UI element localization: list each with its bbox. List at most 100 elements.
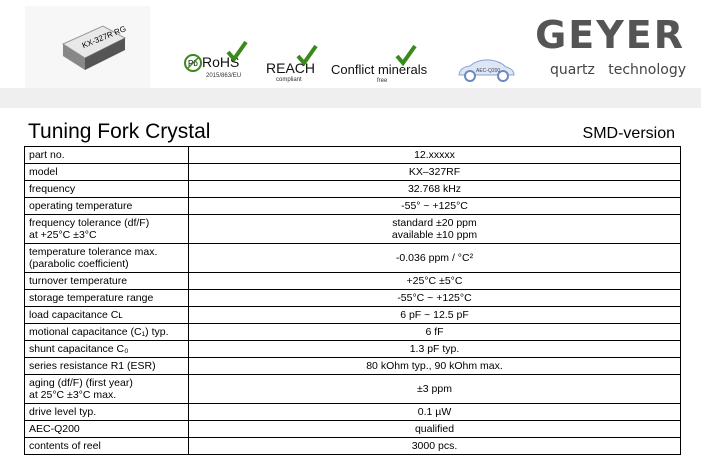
cell-line: drive level typ.: [29, 406, 97, 418]
cell-line: 3000 pcs.: [411, 440, 458, 452]
table-row: frequency 32.768 kHz: [24, 180, 681, 198]
spec-value: KX–327RF: [188, 163, 681, 181]
table-row: motional capacitance (C₁) typ. 6 fF: [24, 323, 681, 341]
cell-line: standard ±20 ppm: [392, 217, 477, 229]
spec-label: part no.: [24, 146, 189, 164]
rohs-badge: Pb RoHS 2015/863/EU: [184, 40, 248, 79]
spec-label: load capacitance Cʟ: [24, 306, 189, 324]
car-icon: AEC-Q200: [458, 59, 515, 82]
reach-badge: REACH compliant: [266, 44, 318, 83]
spec-label: storage temperature range: [24, 289, 189, 307]
table-row: AEC-Q200 qualified: [24, 420, 681, 438]
cell-line: -0.036 ppm / °C²: [395, 252, 474, 264]
cell-line: available ±10 ppm: [391, 229, 478, 241]
cell-line: series resistance R1 (ESR): [29, 360, 156, 372]
spec-value: qualified: [188, 420, 681, 438]
cell-line: at +25°C ±3°C: [29, 229, 97, 241]
cell-line: -55° ~ +125°C: [401, 200, 468, 212]
spec-label: frequency tolerance (df/F) at +25°C ±3°C: [24, 214, 189, 244]
cell-line: ±3 ppm: [417, 383, 452, 395]
header-band: [0, 88, 701, 108]
table-row: part no. 12.xxxxx: [24, 146, 681, 164]
table-row: contents of reel 3000 pcs.: [24, 437, 681, 455]
spec-value: 6 pF ~ 12.5 pF: [188, 306, 681, 324]
spec-label: drive level typ.: [24, 403, 189, 421]
table-row: frequency tolerance (df/F) at +25°C ±3°C s…: [24, 214, 681, 244]
cell-line: aging (df/F) (first year): [29, 377, 133, 389]
cell-line: 1.3 pF typ.: [409, 343, 460, 355]
spec-label: turnover temperature: [24, 272, 189, 290]
table-row: load capacitance Cʟ 6 pF ~ 12.5 pF: [24, 306, 681, 324]
spec-label: series resistance R1 (ESR): [24, 357, 189, 375]
cell-line: 12.xxxxx: [414, 149, 455, 161]
cell-line: load capacitance Cʟ: [29, 309, 123, 321]
spec-value: -55°C ~ +125°C: [188, 289, 681, 307]
table-row: operating temperature -55° ~ +125°C: [24, 197, 681, 215]
cell-line: motional capacitance (C₁) typ.: [29, 326, 169, 338]
cell-line: 0.1 µW: [417, 406, 452, 418]
cell-line: part no.: [29, 149, 65, 161]
cell-line: (parabolic coefficient): [29, 258, 129, 270]
table-row: storage temperature range -55°C ~ +125°C: [24, 289, 681, 307]
spec-value: +25°C ±5°C: [188, 272, 681, 290]
cell-line: 6 fF: [425, 326, 444, 338]
spec-label: shunt capacitance C₀: [24, 340, 189, 358]
spec-label: AEC-Q200: [24, 420, 189, 438]
cell-line: shunt capacitance C₀: [29, 343, 129, 355]
pb-free-icon: Pb: [184, 54, 202, 73]
product-image: KX-327R RG: [25, 6, 150, 88]
cell-line: 6 pF ~ 12.5 pF: [400, 309, 469, 321]
spec-value: -0.036 ppm / °C²: [188, 243, 681, 273]
spec-value: 1.3 pF typ.: [188, 340, 681, 358]
cell-line: turnover temperature: [29, 275, 128, 287]
conflict-minerals-badge: Conflict minerals free: [331, 44, 427, 84]
spec-value: 3000 pcs.: [188, 437, 681, 455]
table-row: shunt capacitance C₀ 1.3 pF typ.: [24, 340, 681, 358]
spec-value: -55° ~ +125°C: [188, 197, 681, 215]
spec-label: motional capacitance (C₁) typ.: [24, 323, 189, 341]
version-label: SMD-version: [582, 125, 675, 142]
cell-line: frequency: [29, 183, 76, 195]
spec-value: 32.768 kHz: [188, 180, 681, 198]
cell-line: +25°C ±5°C: [406, 275, 463, 287]
cell-line: 80 kOhm typ., 90 kOhm max.: [366, 360, 503, 372]
cell-line: contents of reel: [29, 440, 101, 452]
table-row: model KX–327RF: [24, 163, 681, 181]
spec-label: model: [24, 163, 189, 181]
geyer-logo-tagline: quartz technology: [549, 62, 686, 78]
spec-value: 80 kOhm typ., 90 kOhm max.: [188, 357, 681, 375]
cell-line: frequency tolerance (df/F): [29, 217, 150, 229]
spec-value: standard ±20 ppm available ±10 ppm: [188, 214, 681, 244]
cell-line: KX–327RF: [408, 166, 461, 178]
svg-text:AEC-Q200: AEC-Q200: [476, 68, 500, 74]
spec-value: ±3 ppm: [188, 374, 681, 404]
table-row: aging (df/F) (first year) at 25°C ±3°C ma…: [24, 374, 681, 404]
check-icon: [226, 40, 248, 62]
spec-label: aging (df/F) (first year) at 25°C ±3°C ma…: [24, 374, 189, 404]
check-icon: [395, 44, 417, 66]
cell-line: -55°C ~ +125°C: [397, 292, 472, 304]
cell-line: AEC-Q200: [29, 423, 80, 435]
cell-line: temperature tolerance max.: [29, 246, 158, 258]
cell-line: storage temperature range: [29, 292, 154, 304]
geyer-logo: GEYER: [535, 13, 685, 57]
table-row: turnover temperature +25°C ±5°C: [24, 272, 681, 290]
spec-label: operating temperature: [24, 197, 189, 215]
cell-line: at 25°C ±3°C max.: [29, 389, 117, 401]
cell-line: 32.768 kHz: [407, 183, 462, 195]
spec-label: contents of reel: [24, 437, 189, 455]
table-row: drive level typ. 0.1 µW: [24, 403, 681, 421]
cell-line: operating temperature: [29, 200, 133, 212]
table-row: temperature tolerance max. (parabolic coe…: [24, 243, 681, 273]
spec-value: 6 fF: [188, 323, 681, 341]
cell-line: model: [29, 166, 58, 178]
spec-label: frequency: [24, 180, 189, 198]
spec-table: part no. 12.xxxxx model KX–327RF frequency 32…: [24, 146, 681, 455]
cell-line: qualified: [414, 423, 455, 435]
spec-label: temperature tolerance max. (parabolic coe…: [24, 243, 189, 273]
spec-value: 12.xxxxx: [188, 146, 681, 164]
check-icon: [296, 44, 318, 66]
page-title: Tuning Fork Crystal: [28, 120, 211, 143]
spec-value: 0.1 µW: [188, 403, 681, 421]
table-row: series resistance R1 (ESR) 80 kOhm typ., …: [24, 357, 681, 375]
